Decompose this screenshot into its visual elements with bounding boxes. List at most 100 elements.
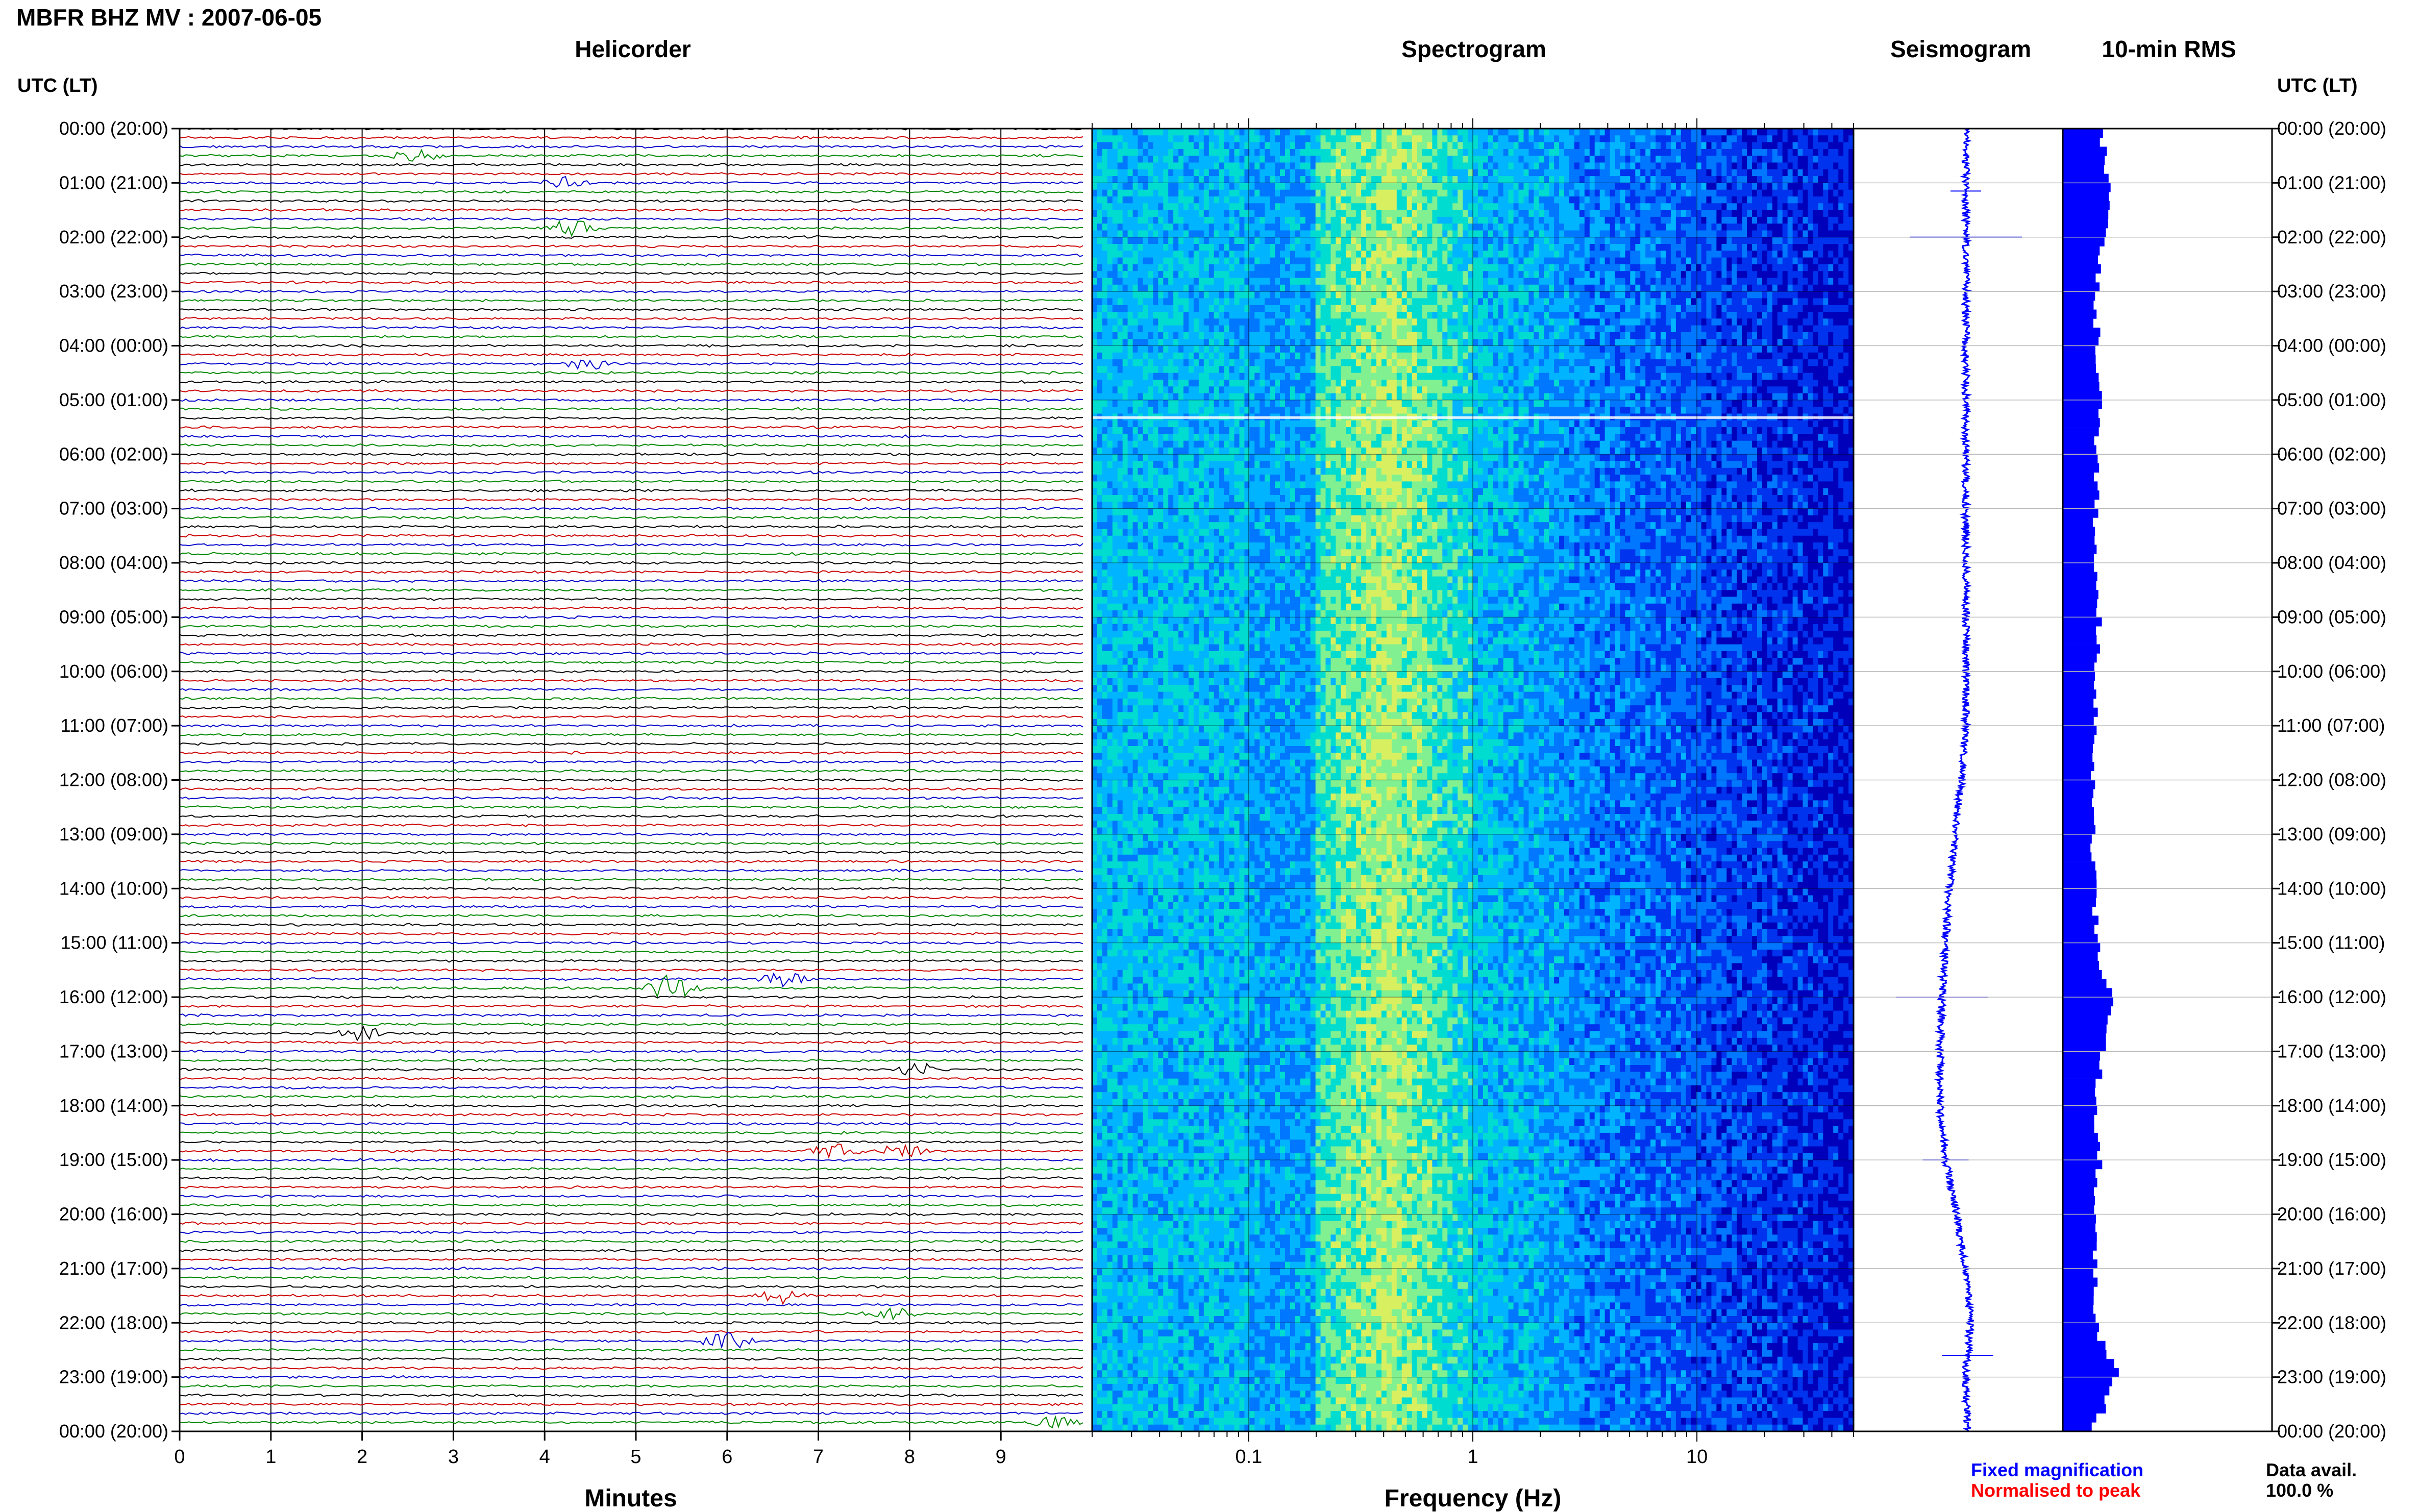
spectrogram-cell bbox=[1158, 1248, 1164, 1255]
spectrogram-cell bbox=[1158, 373, 1164, 380]
spectrogram-cell bbox=[1209, 672, 1215, 679]
spectrogram-cell bbox=[1107, 1242, 1113, 1249]
spectrogram-cell bbox=[1199, 1350, 1204, 1357]
spectrogram-cell bbox=[1178, 1391, 1184, 1398]
spectrogram-cell bbox=[1128, 196, 1133, 204]
spectrogram-cell bbox=[1199, 278, 1204, 285]
spectrogram-cell bbox=[1163, 692, 1169, 699]
spectrogram-cell bbox=[1153, 956, 1158, 963]
spectrogram-cell bbox=[1128, 1302, 1133, 1309]
spectrogram-cell bbox=[1168, 434, 1174, 441]
spectrogram-cell bbox=[1153, 861, 1158, 869]
spectrogram-cell bbox=[1214, 712, 1220, 720]
spectrogram-cell bbox=[1204, 780, 1210, 787]
spectrogram-cell bbox=[1118, 1092, 1123, 1099]
spectrogram-cell bbox=[1163, 509, 1169, 516]
spectrogram-cell bbox=[1097, 1112, 1103, 1120]
spectrogram-cell bbox=[1158, 237, 1164, 244]
spectrogram-cell bbox=[1097, 766, 1103, 774]
spectrogram-cell bbox=[1209, 1357, 1215, 1364]
spectrogram-cell bbox=[1092, 339, 1098, 346]
spectrogram-cell bbox=[1097, 1099, 1103, 1106]
spectrogram-cell bbox=[1123, 583, 1128, 590]
spectrogram-cell bbox=[1209, 977, 1215, 984]
spectrogram-cell bbox=[1102, 929, 1108, 936]
spectrogram-cell bbox=[1173, 305, 1179, 312]
spectrogram-cell bbox=[1128, 305, 1133, 312]
spectrogram-cell bbox=[1209, 577, 1215, 584]
spectrogram-cell bbox=[1123, 760, 1128, 767]
spectrogram-cell bbox=[1143, 597, 1149, 604]
spectrogram-cell bbox=[1138, 1275, 1144, 1282]
spectrogram-cell bbox=[1097, 692, 1103, 699]
spectrogram-cell bbox=[1128, 1018, 1133, 1025]
spectrogram-cell bbox=[1219, 1411, 1225, 1418]
spectrogram-cell bbox=[1204, 855, 1210, 862]
spectrogram-cell bbox=[1209, 923, 1215, 930]
spectrogram-cell bbox=[1097, 637, 1103, 645]
spectrogram-cell bbox=[1113, 1255, 1118, 1262]
spectrogram-cell bbox=[1204, 1207, 1210, 1214]
spectrogram-cell bbox=[1097, 495, 1103, 502]
spectrogram-cell bbox=[1123, 488, 1128, 495]
spectrogram-cell bbox=[1214, 468, 1220, 475]
spectrogram-cell bbox=[1199, 1051, 1204, 1058]
spectrogram-cell bbox=[1102, 1153, 1108, 1160]
spectrogram-cell bbox=[1092, 766, 1098, 774]
spectrogram-cell bbox=[1148, 1133, 1153, 1140]
spectrogram-cell bbox=[1158, 441, 1164, 448]
spectrogram-cell bbox=[1158, 970, 1164, 977]
spectrogram-cell bbox=[1107, 970, 1113, 977]
spectrogram-cell bbox=[1092, 1316, 1098, 1323]
spectrogram-cell bbox=[1168, 1221, 1174, 1228]
spectrogram-cell bbox=[1118, 420, 1123, 428]
spectrogram-cell bbox=[1168, 875, 1174, 882]
spectrogram-cell bbox=[1143, 875, 1149, 882]
spectrogram-cell bbox=[1219, 393, 1225, 401]
spectrogram-cell bbox=[1194, 448, 1199, 455]
spectrogram-cell bbox=[1189, 441, 1194, 448]
spectrogram-cell bbox=[1107, 1065, 1113, 1072]
spectrogram-cell bbox=[1138, 1364, 1144, 1371]
spectrogram-cell bbox=[1143, 393, 1149, 401]
spectrogram-cell bbox=[1138, 542, 1144, 550]
spectrogram-cell bbox=[1102, 631, 1108, 638]
spectrogram-cell bbox=[1092, 1228, 1098, 1235]
spectrogram-cell bbox=[1118, 183, 1123, 190]
spectrogram-cell bbox=[1209, 800, 1215, 807]
spectrogram-cell bbox=[1123, 1180, 1128, 1187]
spectrogram-cell bbox=[1148, 258, 1153, 265]
spectrogram-cell bbox=[1123, 923, 1128, 930]
spectrogram-cell bbox=[1143, 956, 1149, 963]
spectrogram-cell bbox=[1168, 217, 1174, 224]
spectrogram-cell bbox=[1123, 1106, 1128, 1113]
spectrogram-cell bbox=[1138, 1377, 1144, 1384]
spectrogram-cell bbox=[1128, 855, 1133, 862]
spectrogram-cell bbox=[1214, 1391, 1220, 1398]
spectrogram-cell bbox=[1168, 631, 1174, 638]
spectrogram-cell bbox=[1194, 807, 1199, 814]
spectrogram-cell bbox=[1107, 780, 1113, 787]
spectrogram-cell bbox=[1113, 142, 1118, 150]
spectrogram-cell bbox=[1153, 651, 1158, 658]
spectrogram-cell bbox=[1178, 1011, 1184, 1018]
spectrogram-cell bbox=[1173, 542, 1179, 550]
spectrogram-cell bbox=[1214, 645, 1220, 652]
spectrogram-cell bbox=[1189, 645, 1194, 652]
spectrogram-cell bbox=[1138, 427, 1144, 434]
spectrogram-cell bbox=[1148, 929, 1153, 936]
spectrogram-cell bbox=[1133, 468, 1139, 475]
spectrogram-cell bbox=[1092, 577, 1098, 584]
spectrogram-cell bbox=[1199, 746, 1204, 753]
spectrogram-cell bbox=[1148, 1092, 1153, 1099]
spectrogram-cell bbox=[1113, 1330, 1118, 1337]
spectrogram-cell bbox=[1143, 1370, 1149, 1377]
spectrogram-cell bbox=[1097, 950, 1103, 957]
spectrogram-cell bbox=[1102, 1343, 1108, 1350]
spectrogram-cell bbox=[1148, 882, 1153, 889]
spectrogram-cell bbox=[1173, 468, 1179, 475]
spectrogram-cell bbox=[1158, 1194, 1164, 1201]
spectrogram-cell bbox=[1194, 915, 1199, 923]
spectrogram-cell bbox=[1102, 298, 1108, 305]
spectrogram-cell bbox=[1199, 1296, 1204, 1303]
